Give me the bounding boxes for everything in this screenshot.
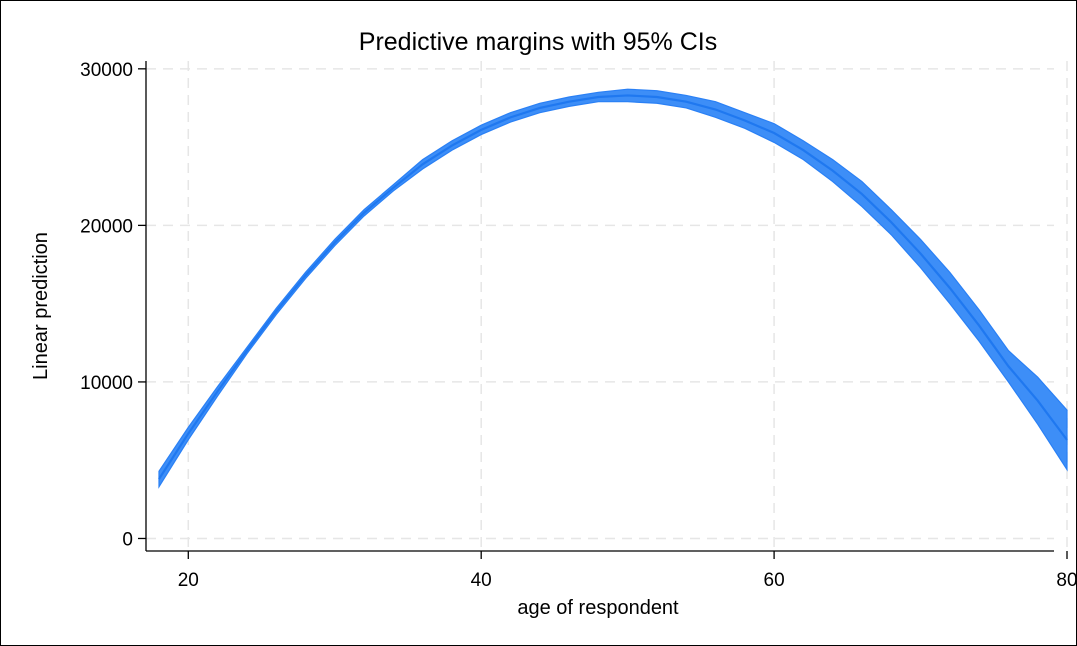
axes bbox=[138, 61, 1068, 559]
prediction-line bbox=[158, 94, 1068, 480]
x-axis-title: age of respondent bbox=[517, 597, 679, 619]
x-tick-label: 60 bbox=[764, 570, 785, 591]
y-tick-label: 0 bbox=[122, 529, 133, 550]
x-tick-label: 40 bbox=[471, 570, 492, 591]
grid-lines bbox=[146, 61, 1068, 551]
x-tick-label: 20 bbox=[178, 570, 199, 591]
tick-labels: 0 10000 20000 30000 20 40 60 80 bbox=[80, 60, 1076, 591]
y-tick-label: 10000 bbox=[80, 373, 133, 394]
confidence-band bbox=[158, 88, 1068, 489]
chart-title: Predictive margins with 95% CIs bbox=[359, 28, 717, 56]
confidence-band-layer bbox=[158, 88, 1068, 489]
y-tick-label: 30000 bbox=[80, 60, 133, 81]
y-tick-label: 20000 bbox=[80, 216, 133, 237]
y-axis-title: Linear prediction bbox=[30, 232, 52, 380]
x-tick-label: 80 bbox=[1056, 570, 1076, 591]
